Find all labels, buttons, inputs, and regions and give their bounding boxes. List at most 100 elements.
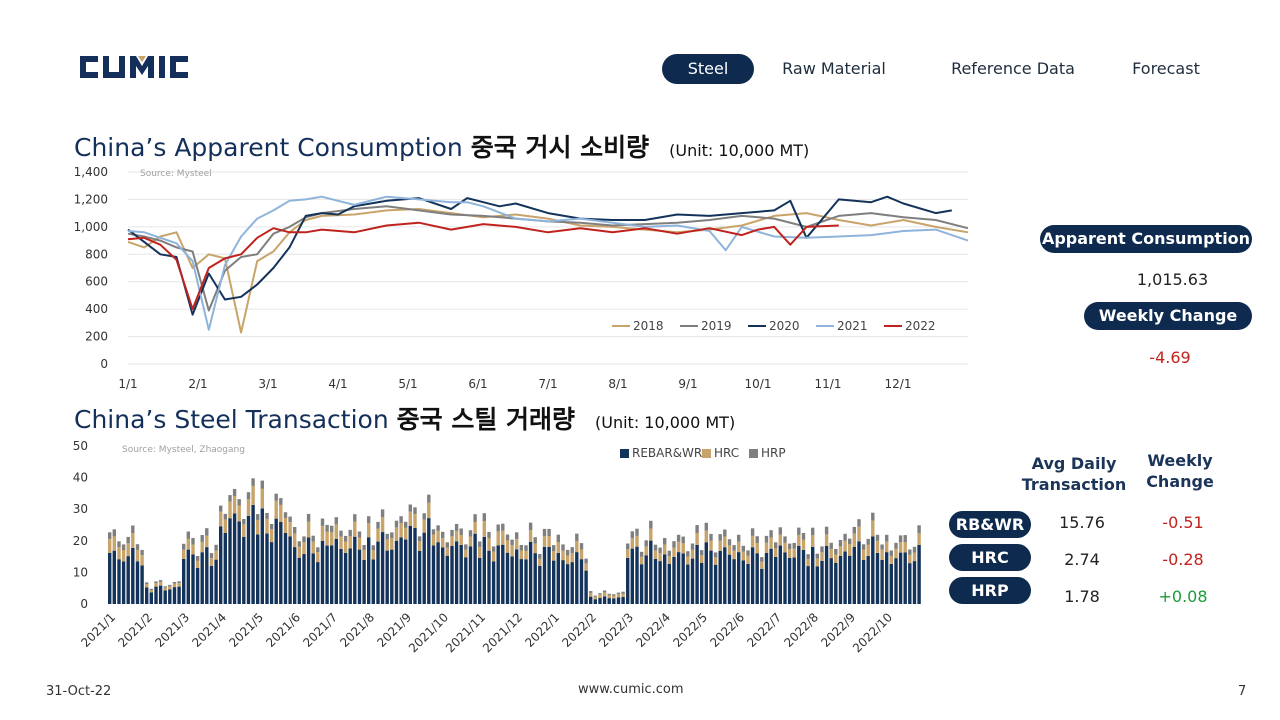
bar-segment-hrc: [108, 539, 112, 553]
legend-label: 2022: [905, 319, 936, 333]
bar-segment-hrp: [496, 524, 500, 532]
bar-segment-rebarwr: [852, 547, 856, 604]
bar-segment-hrc: [237, 505, 241, 522]
bar-segment-hrc: [496, 531, 500, 546]
bar-segment-hrc: [404, 527, 408, 540]
bar-segment-rebarwr: [903, 552, 907, 604]
bar-segment-rebarwr: [399, 537, 403, 604]
bar-segment-hrc: [311, 541, 315, 554]
bar-segment-hrc: [593, 596, 597, 600]
bar-segment-hrc: [357, 537, 362, 550]
bar-segment-rebarwr: [838, 556, 843, 604]
bar-segment-hrc: [112, 536, 116, 551]
bar-segment-rebarwr: [265, 533, 269, 604]
bar-segment-hrc: [843, 540, 847, 552]
bar-segment-hrc: [515, 539, 519, 550]
line-chart-x-tick: 9/1: [678, 377, 697, 391]
bar-segment-hrc: [288, 522, 292, 537]
bar-chart-y-tick: 20: [73, 534, 88, 548]
legend-item-2018: 2018: [612, 319, 664, 333]
bar-segment-hrp: [214, 544, 218, 551]
bar-segment-hrp: [464, 544, 468, 550]
apparent-consumption-value: 1,015.63: [1136, 270, 1209, 289]
bar-segment-hrc: [764, 542, 769, 553]
bar-segment-hrp: [126, 536, 130, 544]
bar-segment-hrc: [589, 593, 593, 597]
bar-segment-hrp: [875, 534, 880, 541]
apparent-consumption-chart: 0 200 400 600 800 1,000 1,200 1,400 1/1 2/1 3/1 4/1…: [74, 165, 969, 391]
line-chart-x-tick: 2/1: [188, 377, 207, 391]
bar-segment-hrc: [820, 552, 824, 561]
bar-segment-rebarwr: [385, 550, 389, 604]
nav-steel[interactable]: Steel: [662, 54, 754, 84]
legend-item-2019: 2019: [680, 319, 732, 333]
weekly-change-header: Weekly Change: [1146, 451, 1214, 491]
bar-segment-rebarwr: [908, 563, 912, 604]
bar-segment-rebarwr: [154, 586, 158, 604]
bar-segment-hrc: [459, 535, 463, 545]
bar-segment-hrp: [149, 588, 153, 590]
bar-segment-rebarwr: [593, 599, 597, 604]
bar-segment-rebarwr: [750, 547, 755, 604]
bar-segment-hrc: [380, 516, 385, 532]
bar-segment-hrp: [649, 520, 653, 529]
nav-raw-material[interactable]: Raw Material: [782, 59, 886, 78]
bar-segment-rebarwr: [450, 546, 454, 604]
bar-segment-hrc: [209, 558, 214, 566]
bar-segment-hrc: [741, 551, 745, 561]
nav-reference-data[interactable]: Reference Data: [951, 59, 1075, 78]
bar-segment-hrc: [658, 553, 662, 562]
bar-segment-hrp: [898, 535, 903, 543]
bar-segment-hrp: [510, 539, 514, 546]
bar-segment-hrc: [316, 552, 320, 563]
bar-segment-rebarwr: [219, 526, 223, 604]
bar-segment-rebarwr: [787, 558, 792, 604]
bar-segment-hrc: [399, 523, 403, 538]
bar-segment-hrc: [852, 533, 856, 547]
bar-segment-hrp: [704, 522, 708, 531]
legend-label: REBAR&WR: [632, 446, 702, 460]
bar-segment-hrp: [750, 528, 755, 536]
line-chart-y-tick: 1,000: [74, 220, 108, 234]
bar-segment-rebarwr: [209, 565, 214, 604]
bar-segment-hrp: [260, 480, 264, 489]
bar-chart-x-tick: 2022/3: [596, 610, 636, 650]
bar-segment-hrp: [626, 543, 630, 550]
bar-segment-hrc: [690, 549, 695, 559]
bar-segment-hrc: [390, 538, 394, 550]
bar-segment-hrp: [154, 581, 158, 584]
bar-segment-hrp: [695, 525, 699, 533]
bar-segment-rebarwr: [663, 554, 667, 604]
hrp-change: +0.08: [1158, 587, 1208, 606]
bar-segment-rebarwr: [547, 546, 551, 604]
bar-segment-rebarwr: [242, 537, 246, 604]
bar-segment-hrp: [547, 528, 551, 537]
bar-segment-hrp: [380, 509, 385, 517]
nav-forecast[interactable]: Forecast: [1132, 59, 1200, 78]
bar-chart-x-tick: 2021/12: [480, 610, 525, 655]
bar-segment-hrp: [570, 547, 574, 554]
footer-url[interactable]: www.cumic.com: [578, 682, 684, 697]
bar-segment-rebarwr: [755, 553, 759, 604]
bar-segment-hrp: [723, 529, 727, 537]
bar-segment-hrc: [478, 546, 482, 558]
bar-segment-hrc: [649, 528, 653, 541]
bar-segment-hrp: [533, 537, 537, 544]
bar-segment-rebarwr: [857, 541, 861, 604]
bar-segment-hrc: [834, 554, 838, 563]
bar-segment-hrp: [676, 534, 681, 542]
bar-segment-hrc: [149, 589, 153, 593]
bar-chart-x-tick: 2021/7: [300, 610, 340, 650]
bar-segment-hrc: [242, 524, 246, 537]
bar-segment-rebarwr: [667, 564, 671, 604]
bar-segment-hrc: [182, 549, 186, 559]
bar-segment-hrp: [621, 591, 625, 594]
bar-segment-hrp: [861, 544, 866, 550]
bar-segment-rebarwr: [404, 539, 408, 604]
bar-segment-hrc: [362, 549, 366, 560]
hrc-avg: 2.74: [1064, 550, 1100, 569]
bar-segment-hrp: [579, 543, 584, 550]
bar-segment-hrp: [880, 544, 884, 550]
bar-segment-hrc: [274, 500, 278, 519]
bar-chart-x-tick: 2021/4: [189, 610, 229, 650]
